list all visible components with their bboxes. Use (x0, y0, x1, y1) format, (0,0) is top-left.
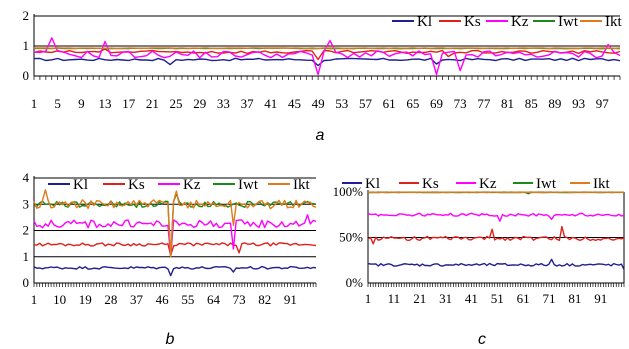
legend-label-iwt: Iwt (536, 176, 557, 192)
legend-label-ikt: Ikt (593, 176, 610, 192)
x-tick-label: 55 (181, 292, 194, 307)
y-tick-label: 100% (333, 184, 364, 199)
x-tick-label: 85 (525, 96, 538, 111)
x-tick-label: 45 (288, 96, 301, 111)
series-line-ikt (33, 47, 621, 50)
x-tick-label: 65 (406, 96, 419, 111)
x-tick-label: 33 (217, 96, 230, 111)
y-tick-label: 50% (339, 230, 363, 245)
legend-label-ks: Ks (128, 177, 145, 193)
x-tick-label: 61 (517, 291, 530, 306)
x-tick-label: 21 (413, 291, 426, 306)
x-tick-label: 11 (388, 291, 401, 306)
x-tick-label: 17 (122, 96, 136, 111)
legend-label-ikt: Ikt (605, 14, 622, 30)
x-tick-label: 41 (465, 291, 478, 306)
x-tick-label: 19 (79, 292, 92, 307)
x-tick-label: 37 (130, 292, 144, 307)
x-tick-label: 91 (594, 291, 607, 306)
legend-label-kz: Kz (511, 14, 529, 30)
x-tick-label: 9 (78, 96, 85, 111)
x-tick-label: 77 (477, 96, 491, 111)
y-tick-label: 0% (346, 275, 364, 290)
legend-label-ks: Ks (422, 176, 439, 192)
x-tick-label: 69 (430, 96, 443, 111)
x-tick-label: 21 (146, 96, 159, 111)
y-tick-label: 2 (23, 8, 30, 23)
panel-b-label: b (166, 331, 175, 348)
series-line-kz (33, 37, 621, 76)
legend-label-kl: Kl (73, 177, 88, 193)
series-line-kl (367, 258, 625, 270)
series-line-kz (367, 212, 625, 222)
series-line-ks (33, 48, 621, 61)
legend-label-ikt: Ikt (293, 177, 310, 193)
panel-a-label: a (316, 127, 325, 144)
x-tick-label: 29 (193, 96, 206, 111)
panel-c-label: c (478, 331, 486, 348)
y-tick-label: 1 (23, 38, 30, 53)
series-line-kl (33, 57, 621, 67)
x-tick-label: 82 (258, 292, 271, 307)
x-tick-label: 1 (31, 96, 38, 111)
series-line-ks (33, 242, 317, 257)
x-tick-label: 61 (383, 96, 396, 111)
y-tick-label: 0 (23, 275, 30, 290)
y-tick-label: 0 (23, 68, 30, 83)
x-tick-label: 73 (454, 96, 467, 111)
legend-label-kl: Kl (417, 14, 432, 30)
x-tick-label: 89 (548, 96, 561, 111)
x-tick-label: 46 (156, 292, 170, 307)
legend-label-iwt: Iwt (238, 177, 259, 193)
y-tick-label: 1 (23, 249, 30, 264)
series-line-ks (367, 225, 625, 245)
x-tick-label: 93 (572, 96, 585, 111)
x-tick-label: 49 (312, 96, 325, 111)
x-tick-label: 1 (365, 291, 372, 306)
series-line-ikt (33, 189, 317, 258)
legend-label-kz: Kz (479, 176, 497, 192)
x-tick-label: 28 (104, 292, 117, 307)
legend-label-kz: Kz (183, 177, 201, 193)
series-line-kz (33, 214, 317, 258)
x-tick-label: 25 (170, 96, 183, 111)
x-tick-label: 71 (543, 291, 556, 306)
legend-label-kl: Kl (365, 176, 380, 192)
y-tick-label: 4 (23, 170, 30, 185)
x-tick-label: 97 (596, 96, 610, 111)
x-tick-label: 13 (99, 96, 112, 111)
x-tick-label: 41 (264, 96, 277, 111)
y-tick-label: 2 (23, 223, 30, 238)
x-tick-label: 73 (233, 292, 246, 307)
x-tick-label: 51 (491, 291, 504, 306)
x-tick-label: 81 (568, 291, 581, 306)
x-tick-label: 31 (439, 291, 452, 306)
x-tick-label: 5 (54, 96, 61, 111)
y-tick-label: 3 (23, 196, 30, 211)
x-tick-label: 91 (284, 292, 297, 307)
series-line-kl (33, 265, 317, 277)
x-tick-label: 10 (53, 292, 66, 307)
x-tick-label: 37 (241, 96, 255, 111)
x-tick-label: 1 (31, 292, 38, 307)
x-tick-label: 81 (501, 96, 514, 111)
legend-label-iwt: Iwt (558, 14, 579, 30)
x-tick-label: 53 (335, 96, 348, 111)
x-tick-label: 57 (359, 96, 373, 111)
x-tick-label: 64 (207, 292, 221, 307)
legend-label-ks: Ks (464, 14, 481, 30)
